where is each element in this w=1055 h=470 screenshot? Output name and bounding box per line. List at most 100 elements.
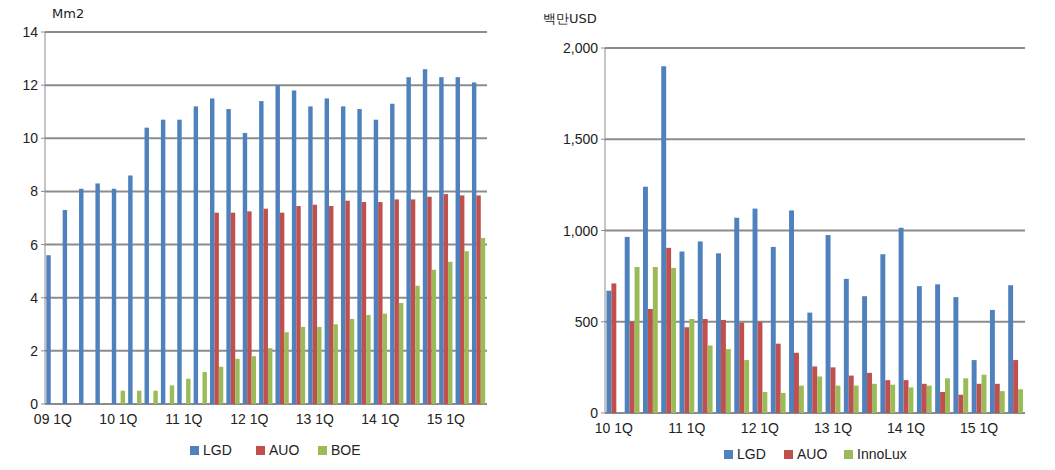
bar bbox=[472, 82, 476, 404]
bar bbox=[872, 384, 877, 413]
bar bbox=[807, 313, 812, 413]
bar bbox=[161, 120, 165, 404]
bar bbox=[145, 128, 149, 404]
tick-mark bbox=[41, 404, 45, 405]
legend-label: AUO bbox=[269, 442, 299, 458]
bar bbox=[268, 348, 272, 404]
legend-swatch bbox=[844, 450, 853, 459]
y-tick-label: 0 bbox=[590, 405, 598, 421]
grid-line bbox=[45, 190, 487, 192]
bar bbox=[444, 194, 448, 404]
tick-mark bbox=[41, 350, 45, 351]
x-tick-label: 15 1Q bbox=[960, 420, 998, 436]
bar bbox=[817, 377, 822, 414]
bar bbox=[625, 237, 630, 413]
bar bbox=[153, 391, 157, 404]
bars bbox=[46, 69, 485, 404]
chart-0: Mm20246810121409 1Q10 1Q11 1Q12 1Q13 1Q1… bbox=[22, 6, 487, 458]
y-tick-label: 14 bbox=[22, 24, 38, 40]
bar bbox=[333, 324, 337, 404]
bar bbox=[121, 391, 125, 404]
y-tick-label: 8 bbox=[30, 183, 38, 199]
bar bbox=[95, 183, 99, 404]
bar bbox=[862, 296, 867, 413]
x-tick-label: 09 1Q bbox=[34, 411, 72, 427]
bar bbox=[243, 133, 247, 404]
bar bbox=[357, 109, 361, 404]
bar bbox=[890, 385, 895, 413]
bar bbox=[219, 367, 223, 404]
legend-label: LGD bbox=[737, 446, 766, 462]
bar bbox=[904, 380, 909, 413]
bar bbox=[296, 206, 300, 404]
bar bbox=[448, 262, 452, 404]
bar bbox=[684, 327, 689, 413]
bar bbox=[214, 213, 218, 404]
bar bbox=[292, 90, 296, 404]
bar bbox=[762, 392, 767, 413]
bar bbox=[395, 199, 399, 404]
bar bbox=[252, 356, 256, 404]
bar bbox=[177, 120, 181, 404]
x-tick-label: 14 1Q bbox=[887, 420, 925, 436]
y-tick-label: 2 bbox=[30, 343, 38, 359]
bar bbox=[940, 392, 945, 413]
bar bbox=[226, 109, 230, 404]
bar bbox=[880, 254, 885, 413]
y-tick-label: 500 bbox=[575, 314, 599, 330]
bar bbox=[794, 353, 799, 413]
y-tick-label: 1,500 bbox=[563, 131, 598, 147]
bar bbox=[427, 197, 431, 404]
tick-mark bbox=[41, 244, 45, 245]
grid-line bbox=[45, 84, 487, 86]
legend-swatch bbox=[318, 446, 327, 455]
bar bbox=[653, 267, 658, 413]
bar bbox=[716, 253, 721, 413]
legend-label: InnoLux bbox=[857, 446, 907, 462]
bar bbox=[464, 251, 468, 404]
bar bbox=[935, 284, 940, 413]
bar bbox=[194, 106, 198, 404]
bar bbox=[202, 372, 206, 404]
x-tick-label: 10 1Q bbox=[595, 420, 633, 436]
bar bbox=[734, 218, 739, 413]
y-axis-label: Mm2 bbox=[52, 6, 84, 21]
bar bbox=[972, 360, 977, 413]
legend-label: BOE bbox=[331, 442, 361, 458]
bar bbox=[1008, 285, 1013, 413]
tick-mark bbox=[601, 48, 605, 49]
bar bbox=[666, 248, 671, 413]
y-tick-label: 10 bbox=[22, 130, 38, 146]
legend-swatch bbox=[190, 446, 199, 455]
bar bbox=[867, 373, 872, 413]
grid-line bbox=[605, 138, 1025, 140]
grid-line bbox=[605, 230, 1025, 232]
legend-swatch bbox=[724, 450, 733, 459]
bar bbox=[849, 376, 854, 413]
x-tick-label: 11 1Q bbox=[165, 411, 202, 427]
bar bbox=[366, 315, 370, 404]
bar bbox=[476, 195, 480, 404]
bar bbox=[362, 202, 366, 404]
chart-canvas: Mm20246810121409 1Q10 1Q11 1Q12 1Q13 1Q1… bbox=[0, 0, 1055, 470]
bar bbox=[606, 291, 611, 413]
bar bbox=[963, 378, 968, 413]
bar bbox=[341, 106, 345, 404]
bar bbox=[301, 327, 305, 404]
bar bbox=[990, 310, 995, 413]
bar bbox=[79, 189, 83, 404]
x-tick-label: 10 1Q bbox=[99, 411, 137, 427]
bar bbox=[432, 270, 436, 404]
y-tick-label: 0 bbox=[30, 396, 38, 412]
bar bbox=[383, 314, 387, 404]
bar bbox=[128, 175, 132, 404]
x-tick-label: 12 1Q bbox=[230, 411, 268, 427]
bar bbox=[698, 241, 703, 413]
bar bbox=[831, 367, 836, 413]
grid-line bbox=[45, 31, 487, 33]
bar bbox=[1018, 389, 1023, 413]
bar bbox=[812, 366, 817, 413]
bar bbox=[325, 98, 329, 404]
y-axis-label: 백만USD bbox=[543, 11, 597, 26]
bar bbox=[757, 322, 762, 413]
